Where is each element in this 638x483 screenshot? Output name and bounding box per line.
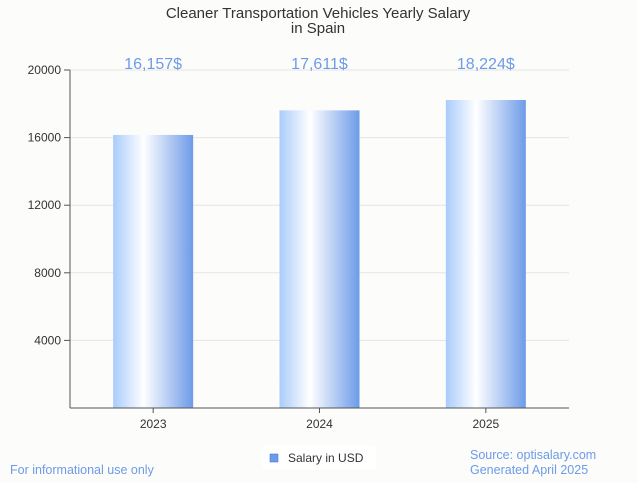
- y-tick-label-8000: 8000: [34, 266, 61, 280]
- bar-2024[interactable]: [279, 110, 360, 409]
- legend[interactable]: Salary in USD: [262, 446, 376, 470]
- y-tick-label-4000: 4000: [34, 333, 61, 347]
- value-label-2024: 17,611$: [291, 56, 348, 73]
- y-tick-label-16000: 16000: [28, 131, 62, 145]
- chart-title-line-2: in Spain: [291, 20, 345, 37]
- x-tick-label-2025: 2025: [472, 417, 499, 431]
- bar-2025[interactable]: [445, 100, 526, 408]
- chart-title-line-1: Cleaner Transportation Vehicles Yearly S…: [166, 5, 471, 22]
- y-axis-ticks: 4000 8000 12000 16000 20000: [28, 63, 70, 347]
- x-tick-label-2023: 2023: [140, 417, 167, 431]
- y-tick-label-12000: 12000: [28, 198, 62, 212]
- x-tick-label-2024: 2024: [306, 417, 333, 431]
- legend-label: Salary in USD: [288, 451, 364, 465]
- value-label-2023: 16,157$: [124, 56, 182, 73]
- bar-2023[interactable]: [113, 134, 194, 408]
- y-tick-label-20000: 20000: [28, 63, 62, 77]
- generated-date: Generated April 2025: [470, 463, 588, 477]
- bars: [113, 100, 526, 409]
- informational-note: For informational use only: [10, 463, 155, 477]
- x-axis-ticks: 2023 2024 2025: [140, 408, 500, 431]
- value-label-2025: 18,224$: [457, 56, 515, 73]
- source-text[interactable]: Source: optisalary.com: [470, 448, 596, 462]
- legend-swatch: [269, 453, 279, 463]
- value-labels: 16,157$ 17,611$ 18,224$: [124, 56, 515, 73]
- legend-background: [262, 446, 376, 470]
